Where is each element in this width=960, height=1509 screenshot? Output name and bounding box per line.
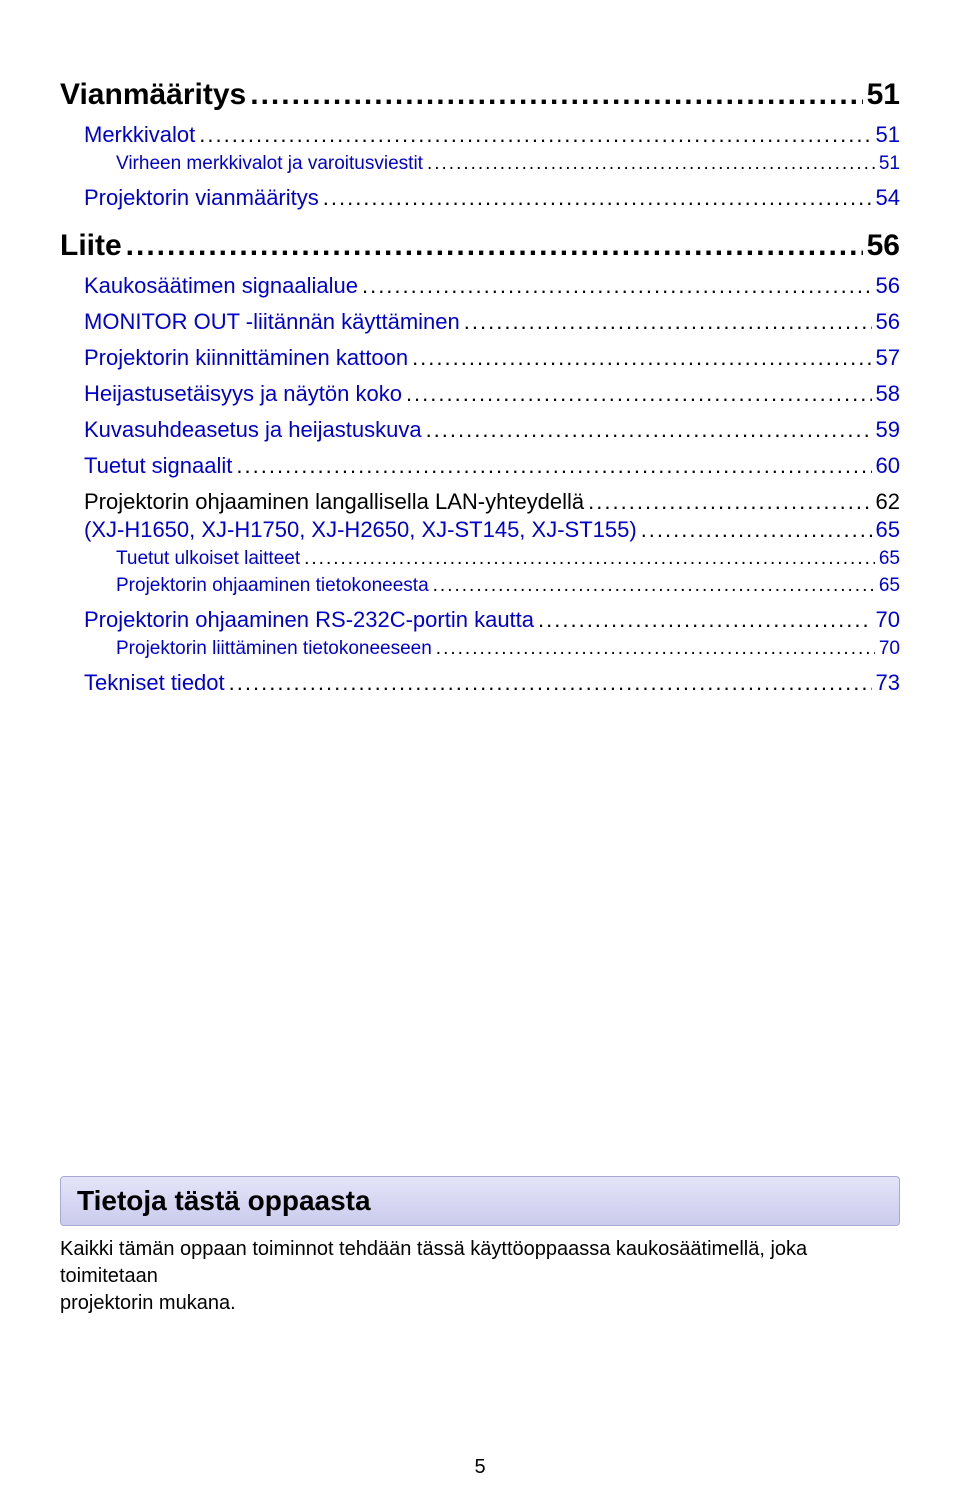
- toc-dots: ........................................…: [641, 517, 872, 543]
- toc-page-number: 65: [879, 548, 900, 570]
- toc-entry[interactable]: Kaukosäätimen signaalialue..............…: [60, 273, 900, 299]
- toc-entry[interactable]: Tuetut signaalit........................…: [60, 453, 900, 479]
- toc-label: (XJ-H1650, XJ-H1750, XJ-H2650, XJ-ST145,…: [84, 517, 637, 543]
- toc-page-number: 65: [876, 517, 900, 543]
- toc-page-number: 58: [876, 381, 900, 407]
- toc-label: Tekniset tiedot: [84, 670, 225, 696]
- toc-page-number: 70: [876, 607, 900, 633]
- toc-page-number: 65: [879, 575, 900, 597]
- toc-entry: Vianmääritys............................…: [60, 78, 900, 112]
- toc-entry[interactable]: Tekniset tiedot.........................…: [60, 670, 900, 696]
- toc-label: Vianmääritys: [60, 78, 246, 112]
- page-content: Vianmääritys............................…: [0, 0, 960, 1357]
- toc-dots: ........................................…: [323, 185, 872, 211]
- toc-entry[interactable]: Merkkivalot.............................…: [60, 122, 900, 148]
- toc-dots: ........................................…: [229, 670, 872, 696]
- toc-entry[interactable]: Projektorin kiinnittäminen kattoon......…: [60, 345, 900, 371]
- page-number: 5: [0, 1456, 960, 1479]
- toc-page-number: 51: [876, 122, 900, 148]
- toc-entry[interactable]: Projektorin ohjaaminen tietokoneesta....…: [60, 575, 900, 597]
- toc-dots: ........................................…: [199, 122, 871, 148]
- toc-page-number: 56: [867, 229, 900, 263]
- toc-page-number: 51: [867, 78, 900, 112]
- toc-page-number: 51: [879, 153, 900, 175]
- toc-dots: ........................................…: [250, 78, 862, 112]
- toc-entry[interactable]: Projektorin ohjaaminen RS-232C-portin ka…: [60, 607, 900, 633]
- toc-dots: ........................................…: [362, 273, 872, 299]
- table-of-contents: Vianmääritys............................…: [60, 78, 900, 696]
- toc-dots: ........................................…: [538, 607, 872, 633]
- toc-dots: ........................................…: [436, 638, 875, 660]
- toc-page-number: 54: [876, 185, 900, 211]
- toc-entry[interactable]: Heijastusetäisyys ja näytön koko........…: [60, 381, 900, 407]
- toc-label: Kaukosäätimen signaalialue: [84, 273, 358, 299]
- toc-label: Projektorin ohjaaminen langallisella LAN…: [84, 489, 584, 515]
- toc-page-number: 56: [876, 309, 900, 335]
- toc-label: Kuvasuhdeasetus ja heijastuskuva: [84, 417, 422, 443]
- toc-dots: ........................................…: [304, 548, 875, 570]
- toc-label: MONITOR OUT -liitännän käyttäminen: [84, 309, 460, 335]
- toc-dots: ........................................…: [464, 309, 872, 335]
- toc-dots: ........................................…: [412, 345, 871, 371]
- toc-page-number: 59: [876, 417, 900, 443]
- toc-page-number: 56: [876, 273, 900, 299]
- toc-dots: ........................................…: [427, 153, 875, 175]
- toc-page-number: 70: [879, 638, 900, 660]
- toc-label: Projektorin ohjaaminen tietokoneesta: [116, 575, 429, 597]
- toc-label: Projektorin liittäminen tietokoneeseen: [116, 638, 432, 660]
- toc-page-number: 60: [876, 453, 900, 479]
- section-body-line1: Kaikki tämän oppaan toiminnot tehdään tä…: [60, 1238, 807, 1287]
- toc-dots: ........................................…: [588, 489, 871, 515]
- toc-label: Projektorin ohjaaminen RS-232C-portin ka…: [84, 607, 534, 633]
- toc-entry[interactable]: Kuvasuhdeasetus ja heijastuskuva........…: [60, 417, 900, 443]
- toc-dots: ........................................…: [433, 575, 875, 597]
- toc-dots: ........................................…: [126, 229, 863, 263]
- toc-entry[interactable]: Tuetut ulkoiset laitteet................…: [60, 548, 900, 570]
- toc-label: Liite: [60, 229, 122, 263]
- toc-dots: ........................................…: [406, 381, 872, 407]
- toc-label: Merkkivalot: [84, 122, 195, 148]
- toc-page-number: 57: [876, 345, 900, 371]
- toc-page-number: 73: [876, 670, 900, 696]
- toc-entry[interactable]: (XJ-H1650, XJ-H1750, XJ-H2650, XJ-ST145,…: [60, 517, 900, 543]
- info-section: Tietoja tästä oppaasta Kaikki tämän oppa…: [60, 1176, 900, 1317]
- toc-page-number: 62: [876, 489, 900, 515]
- section-body: Kaikki tämän oppaan toiminnot tehdään tä…: [60, 1236, 900, 1317]
- toc-entry[interactable]: Projektorin vianmääritys................…: [60, 185, 900, 211]
- toc-entry[interactable]: Virheen merkkivalot ja varoitusviestit..…: [60, 153, 900, 175]
- toc-label: Heijastusetäisyys ja näytön koko: [84, 381, 402, 407]
- toc-label: Tuetut ulkoiset laitteet: [116, 548, 300, 570]
- toc-label: Tuetut signaalit: [84, 453, 232, 479]
- toc-dots: ........................................…: [426, 417, 872, 443]
- toc-label: Projektorin kiinnittäminen kattoon: [84, 345, 408, 371]
- toc-label: Projektorin vianmääritys: [84, 185, 319, 211]
- toc-dots: ........................................…: [236, 453, 871, 479]
- section-title: Tietoja tästä oppaasta: [60, 1176, 900, 1226]
- toc-label: Virheen merkkivalot ja varoitusviestit: [116, 153, 423, 175]
- toc-entry[interactable]: Projektorin liittäminen tietokoneeseen..…: [60, 638, 900, 660]
- toc-entry: Projektorin ohjaaminen langallisella LAN…: [60, 489, 900, 515]
- toc-entry: Liite...................................…: [60, 229, 900, 263]
- section-body-line2: projektorin mukana.: [60, 1292, 236, 1314]
- toc-entry[interactable]: MONITOR OUT -liitännän käyttäminen......…: [60, 309, 900, 335]
